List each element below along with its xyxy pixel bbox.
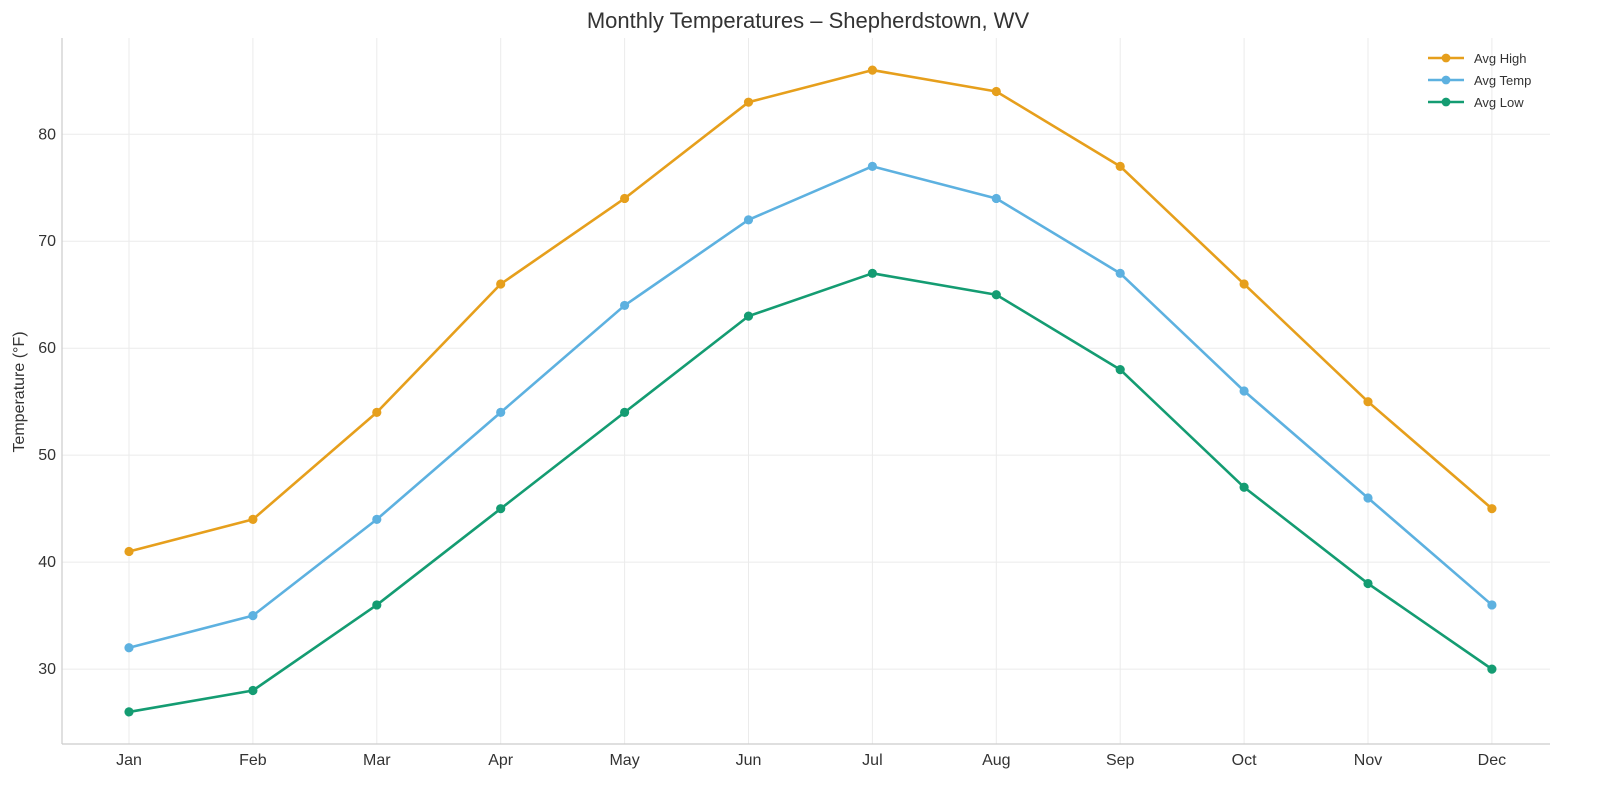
- avg-low-point: [124, 707, 134, 717]
- avg-low-point: [496, 504, 506, 514]
- y-tick-label: 70: [38, 233, 56, 250]
- avg-high-point: [991, 86, 1001, 97]
- chart-title: Monthly Temperatures – Shepherdstown, WV: [587, 8, 1030, 33]
- avg-high-point: [248, 514, 258, 524]
- series-avg-high: [124, 65, 1497, 557]
- avg-high-point: [496, 279, 506, 289]
- avg-high-point: [1115, 161, 1125, 171]
- avg-high-point: [620, 193, 630, 204]
- legend-item-avg-temp: Avg Temp: [1428, 73, 1531, 88]
- y-tick-label: 80: [38, 126, 56, 143]
- avg-temp-point: [991, 193, 1001, 204]
- avg-temp-point: [1363, 493, 1373, 503]
- legend-swatch-marker: [1441, 75, 1451, 85]
- avg-low-point: [1487, 664, 1497, 674]
- avg-high-point: [1363, 397, 1373, 407]
- series-avg-temp: [124, 161, 1497, 653]
- avg-temp-point: [496, 407, 506, 417]
- x-tick-label: Dec: [1478, 752, 1506, 769]
- avg-high-point: [1239, 279, 1249, 289]
- series-lines: [124, 65, 1497, 717]
- avg-temp-point: [620, 300, 630, 311]
- avg-temp-point: [743, 215, 754, 225]
- x-tick-label: Jun: [736, 752, 762, 769]
- avg-low-point: [620, 407, 630, 417]
- avg-low-line: [127, 272, 1494, 714]
- y-tick-label: 30: [38, 661, 56, 678]
- avg-temp-point: [124, 643, 134, 653]
- avg-low-point: [372, 600, 382, 610]
- avg-low-point: [743, 311, 754, 321]
- y-tick-label: 50: [38, 447, 56, 464]
- x-tick-label: Feb: [239, 752, 267, 769]
- x-tick-label: Apr: [488, 752, 514, 769]
- avg-low-point: [1115, 365, 1125, 375]
- avg-high-point: [124, 546, 134, 557]
- legend-swatch-marker: [1441, 53, 1451, 63]
- avg-temp-point: [867, 161, 878, 171]
- avg-low-point: [991, 290, 1001, 300]
- legend-swatch-marker: [1441, 97, 1451, 107]
- x-tick-label: Jan: [116, 752, 142, 769]
- avg-temp-point: [1487, 600, 1497, 610]
- x-tick-label: Aug: [982, 752, 1010, 769]
- avg-temp-point: [1239, 386, 1249, 396]
- x-tick-label: Oct: [1232, 752, 1257, 769]
- avg-high-point: [743, 97, 754, 107]
- x-tick-label: May: [609, 752, 639, 769]
- series-avg-low: [124, 268, 1497, 717]
- legend: Avg High Avg Temp Avg Low: [1428, 51, 1531, 110]
- avg-low-point: [1239, 482, 1249, 492]
- grid: [62, 38, 1550, 744]
- avg-high-point: [1487, 504, 1497, 514]
- avg-low-point: [867, 268, 878, 278]
- y-tick-label: 60: [38, 340, 56, 357]
- x-tick-label: Jul: [862, 752, 882, 769]
- avg-low-point: [1363, 578, 1373, 589]
- x-tick-label: Nov: [1354, 752, 1382, 769]
- legend-item-avg-high: Avg High: [1428, 51, 1527, 66]
- avg-high-point: [867, 65, 878, 75]
- x-tick-label: Mar: [363, 752, 391, 769]
- x-tick-label: Sep: [1106, 752, 1135, 769]
- avg-temp-point: [1115, 268, 1125, 278]
- avg-temp-point: [372, 514, 382, 524]
- axes: Jan Feb Mar Apr May Jun Jul Aug Sep Oct Nov Dec 30 40…: [38, 38, 1550, 769]
- legend-label: Avg Temp: [1474, 73, 1531, 88]
- y-tick-label: 40: [38, 554, 56, 571]
- legend-item-avg-low: Avg Low: [1428, 95, 1524, 110]
- avg-temp-line: [127, 165, 1494, 650]
- y-axis-label: Temperature (°F): [11, 331, 28, 452]
- avg-high-line: [127, 68, 1494, 553]
- avg-low-point: [248, 685, 258, 696]
- legend-label: Avg Low: [1474, 95, 1524, 110]
- legend-label: Avg High: [1474, 51, 1527, 66]
- avg-temp-point: [248, 611, 258, 621]
- avg-high-point: [372, 407, 382, 417]
